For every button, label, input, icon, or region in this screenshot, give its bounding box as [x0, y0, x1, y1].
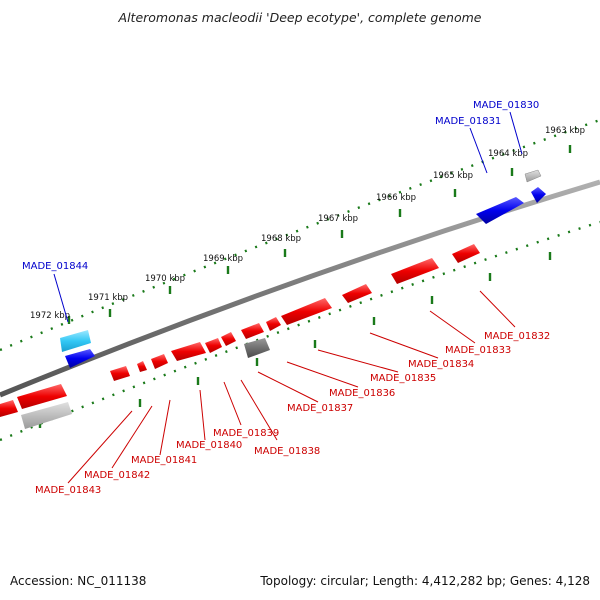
kbp-label-1968: 1968 kbp: [261, 234, 301, 244]
gene-made-01831-b[interactable]: [476, 197, 524, 224]
gene-left-red-b[interactable]: [0, 400, 18, 417]
label-made-01840[interactable]: MADE_01840: [176, 440, 242, 451]
label-made-01832[interactable]: MADE_01832: [484, 331, 550, 342]
gene-made-01839[interactable]: [221, 332, 236, 346]
kbp-label-1967: 1967 kbp: [318, 214, 358, 224]
kbp-label-1964: 1964 kbp: [488, 149, 528, 159]
gene-left-red-a[interactable]: [17, 384, 67, 409]
kbp-label-1969: 1969 kbp: [203, 254, 243, 264]
label-made-01836[interactable]: MADE_01836: [329, 388, 395, 399]
label-made-01831[interactable]: MADE_01831: [435, 116, 501, 127]
gene-made-01834[interactable]: [342, 284, 372, 303]
kbp-label-1963: 1963 kbp: [545, 126, 585, 136]
upper-gene-labels: MADE_01830 MADE_01831 MADE_01844: [22, 100, 539, 272]
label-made-01839[interactable]: MADE_01839: [213, 428, 279, 439]
gene-made-01841[interactable]: [171, 342, 206, 361]
label-made-01830[interactable]: MADE_01830: [473, 100, 539, 111]
lower-major-ticks: [38, 252, 552, 428]
gene-made-01843-b[interactable]: [110, 366, 130, 381]
gene-made-01840[interactable]: [205, 338, 222, 353]
kbp-major-ticks: [67, 145, 572, 324]
genome-backbone: [0, 179, 600, 398]
gene-made-01838[interactable]: [244, 338, 270, 358]
gene-made-01830[interactable]: [524, 169, 542, 183]
lower-leader-lines: [67, 290, 516, 484]
gene-made-01844-b[interactable]: [65, 349, 95, 368]
accession-text: Accession: NC_011138: [10, 574, 147, 588]
kbp-label-1966: 1966 kbp: [376, 193, 416, 203]
kbp-label-1971: 1971 kbp: [88, 293, 128, 303]
gene-made-01833[interactable]: [391, 258, 439, 284]
label-made-01833[interactable]: MADE_01833: [445, 345, 511, 356]
kbp-label-1970: 1970 kbp: [145, 274, 185, 284]
kbp-label-1965: 1965 kbp: [433, 171, 473, 181]
kbp-label-1972: 1972 kbp: [30, 311, 70, 321]
gene-made-01842[interactable]: [151, 354, 168, 369]
reverse-genes: [0, 244, 480, 429]
label-made-01843[interactable]: MADE_01843: [35, 485, 101, 496]
gene-made-01836[interactable]: [266, 317, 281, 331]
map-title: Alteromonas macleodii 'Deep ecotype', co…: [118, 10, 482, 25]
gene-made-01837[interactable]: [241, 323, 264, 339]
gene-left-grey[interactable]: [21, 402, 72, 429]
gene-made-01835[interactable]: [281, 298, 332, 325]
label-made-01834[interactable]: MADE_01834: [408, 359, 474, 370]
forward-genes: [60, 169, 546, 368]
label-made-01835[interactable]: MADE_01835: [370, 373, 436, 384]
genome-stats-text: Topology: circular; Length: 4,412,282 bp…: [260, 574, 590, 588]
upper-leader-lines: [53, 111, 523, 323]
label-made-01841[interactable]: MADE_01841: [131, 455, 197, 466]
gene-made-01843-a[interactable]: [137, 361, 147, 372]
gene-made-01844-a[interactable]: [60, 330, 91, 352]
label-made-01844[interactable]: MADE_01844: [22, 261, 88, 272]
label-made-01842[interactable]: MADE_01842: [84, 470, 150, 481]
gene-made-01832[interactable]: [452, 244, 480, 263]
kbp-labels: 1963 kbp 1964 kbp 1965 kbp 1966 kbp 1967…: [30, 126, 585, 321]
label-made-01837[interactable]: MADE_01837: [287, 403, 353, 414]
label-made-01838[interactable]: MADE_01838: [254, 446, 320, 457]
lower-gene-labels: MADE_01832 MADE_01833 MADE_01834 MADE_01…: [35, 331, 550, 496]
gene-made-01831-a[interactable]: [531, 187, 546, 203]
